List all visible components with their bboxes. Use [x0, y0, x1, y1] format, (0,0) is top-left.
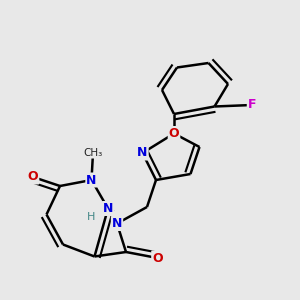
Text: N: N [103, 202, 113, 215]
Text: CH₃: CH₃ [83, 148, 103, 158]
Text: N: N [86, 173, 97, 187]
Text: N: N [112, 217, 122, 230]
Text: O: O [28, 170, 38, 184]
Text: O: O [169, 127, 179, 140]
Text: F: F [248, 98, 256, 112]
Text: N: N [137, 146, 148, 160]
Text: H: H [87, 212, 96, 223]
Text: O: O [152, 251, 163, 265]
